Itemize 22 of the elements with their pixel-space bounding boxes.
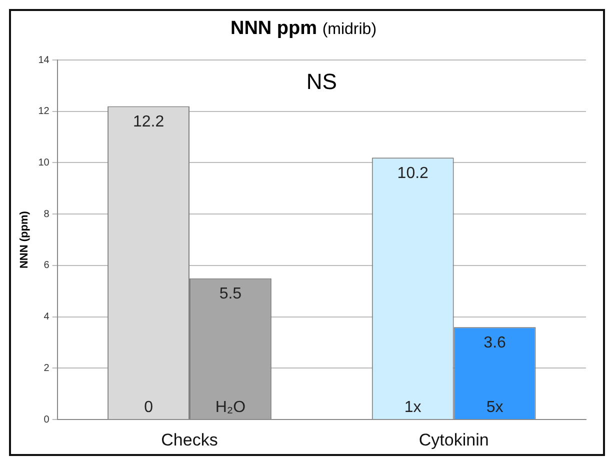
chart-title: NNN ppm (230, 18, 318, 39)
x-tick-label: Checks (161, 430, 218, 450)
x-tick-label: Cytokinin (418, 430, 489, 450)
annotation: 1x (404, 399, 422, 416)
annotation: H₂O (215, 399, 246, 416)
data-label: 10.2 (397, 165, 429, 182)
y-tick-label: 12 (38, 106, 50, 118)
y-tick-label: 2 (44, 362, 50, 374)
data-label: 5.5 (219, 286, 242, 303)
chart-subtitle: (midrib) (322, 21, 377, 38)
y-axis-title: NNN (ppm) (18, 210, 31, 269)
y-tick-label: 8 (44, 208, 50, 220)
annotation: NS (306, 69, 337, 94)
data-label: 12.2 (132, 114, 164, 131)
annotation: 5x (486, 399, 504, 416)
y-tick-label: 10 (38, 157, 50, 168)
data-label: 3.6 (484, 334, 506, 352)
y-tick-label: 14 (38, 54, 50, 66)
y-tick-label: 4 (44, 312, 50, 323)
annotation: 0 (144, 399, 154, 416)
y-tick-label: 6 (44, 260, 50, 272)
y-tick-label: 0 (44, 414, 50, 426)
